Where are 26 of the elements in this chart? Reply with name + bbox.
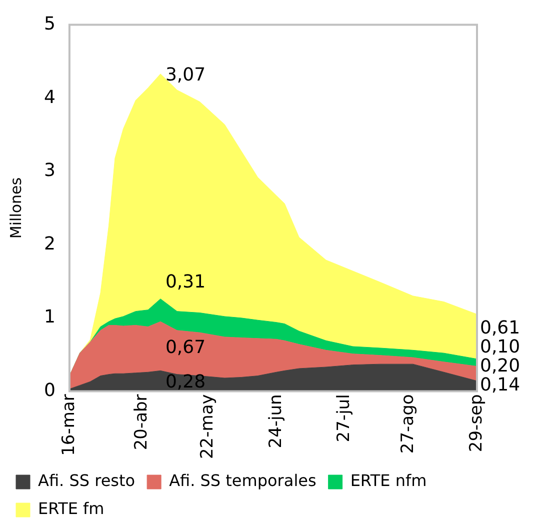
data-label: 0,31 [165, 272, 206, 293]
y-axis-title: Millones [6, 177, 25, 239]
data-label: 0,28 [165, 372, 206, 393]
y-tick-label: 2 [44, 233, 56, 254]
data-label: 0,67 [165, 336, 206, 358]
legend-label: ERTE fm [38, 499, 104, 518]
x-tick-label: 16-mar [58, 394, 79, 456]
y-tick-label: 0 [44, 380, 56, 401]
data-label: 0,61 [480, 318, 520, 339]
data-label: 3,07 [165, 64, 206, 86]
y-tick-label: 5 [44, 13, 56, 34]
x-tick-label: 24-jun [266, 394, 286, 448]
x-tick-label: 29-sep [466, 394, 486, 452]
y-tick-label: 1 [44, 306, 56, 328]
legend-label: Afi. SS temporales [169, 471, 316, 490]
legend-label: ERTE nfm [350, 471, 427, 490]
x-tick-label: 22-may [197, 394, 218, 460]
data-label: 0,14 [480, 374, 520, 396]
x-tick-label: 27-ago [398, 394, 418, 454]
data-label: 0,20 [480, 356, 520, 377]
y-tick-label: 4 [44, 86, 56, 108]
x-tick-label: 20-abr [131, 394, 152, 450]
data-label: 0,10 [480, 336, 520, 358]
x-tick-label: 27-jul [334, 394, 354, 442]
legend-label: Afi. SS resto [38, 471, 136, 490]
y-tick-label: 3 [44, 160, 56, 182]
